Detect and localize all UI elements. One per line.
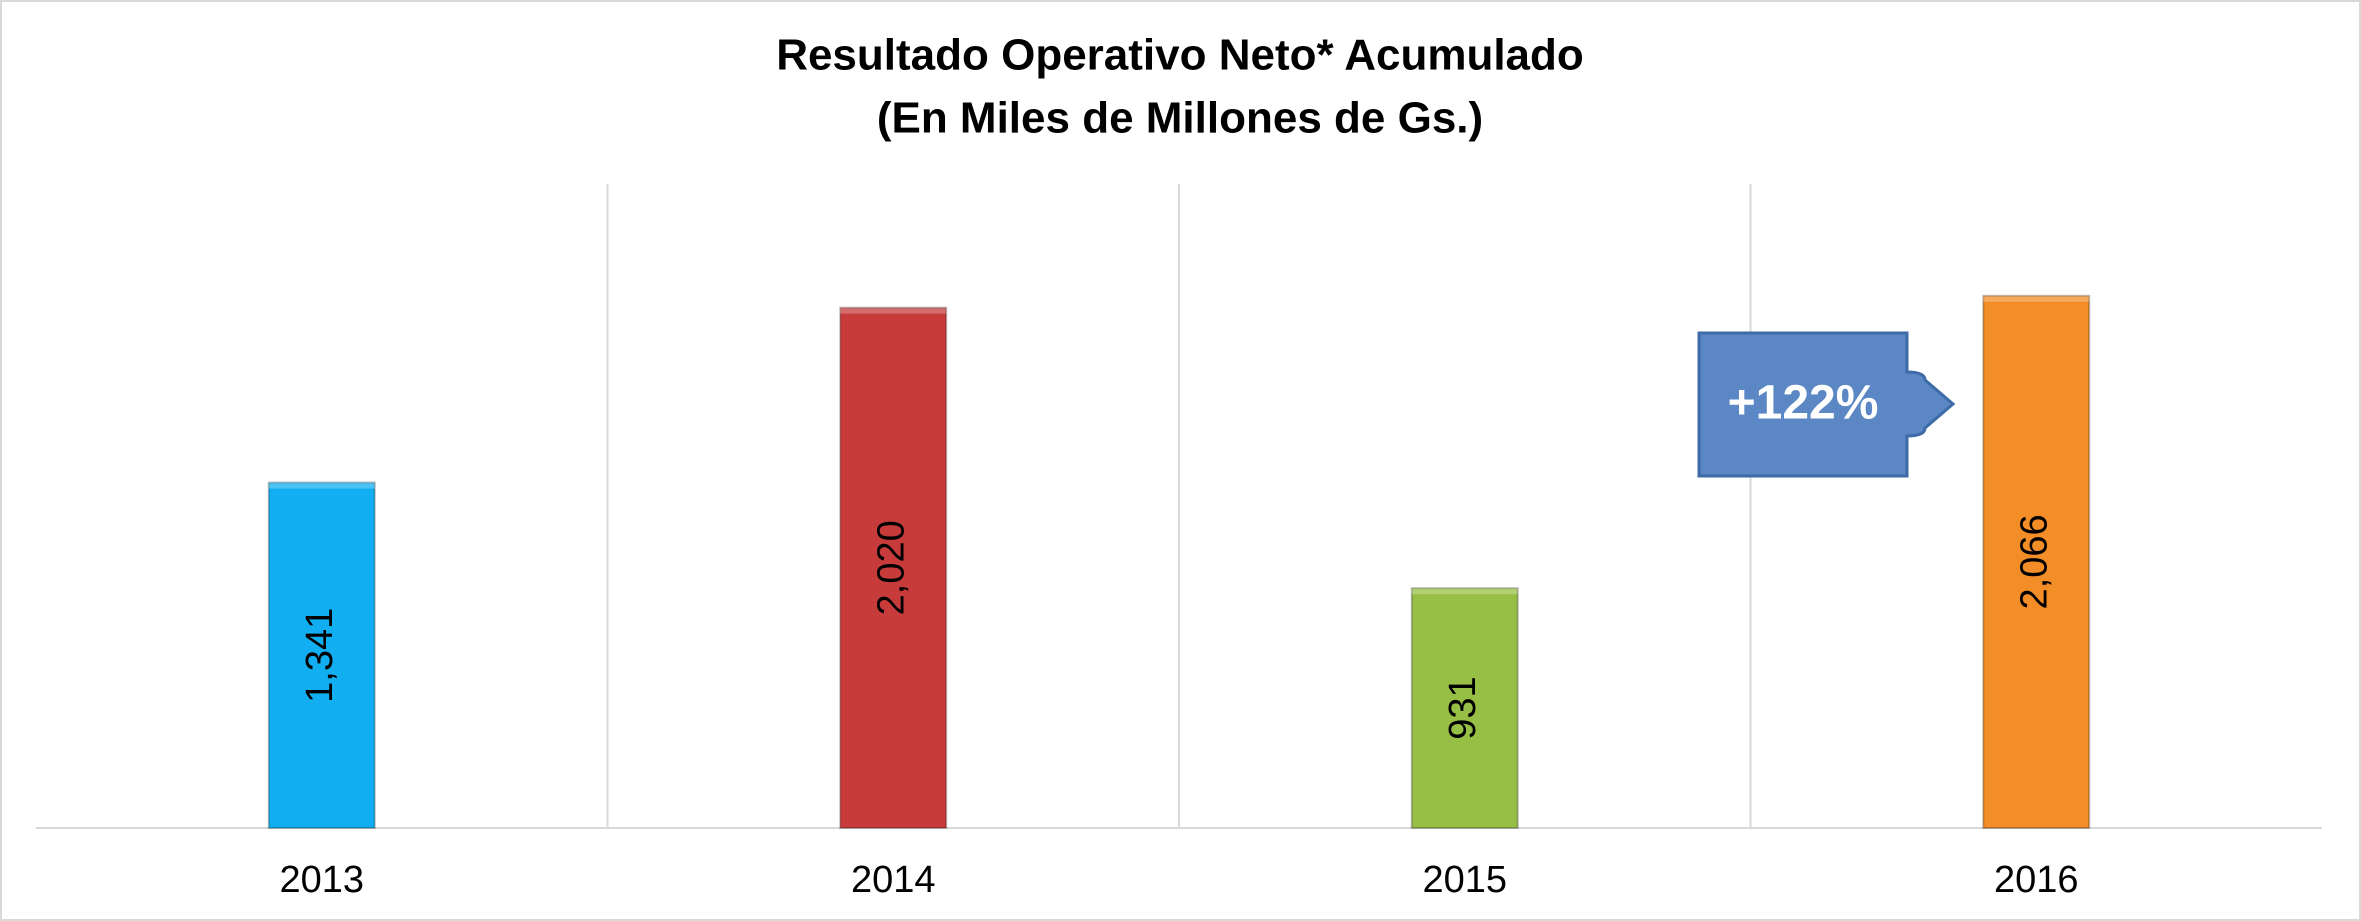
x-tick-label: 2016 bbox=[1994, 859, 2079, 901]
x-tick-label: 2015 bbox=[1422, 859, 1507, 901]
x-tick-label: 2014 bbox=[851, 859, 936, 901]
bar-highlight bbox=[268, 482, 375, 489]
annotation: +122% bbox=[1697, 331, 1956, 478]
annotation-text: +122% bbox=[1728, 377, 1879, 430]
annotation-arrow bbox=[1697, 331, 1956, 478]
bar-highlight bbox=[840, 307, 947, 314]
x-tick-label: 2013 bbox=[279, 859, 364, 901]
bar-highlight bbox=[1983, 295, 2090, 302]
chart-title: Resultado Operativo Neto* Acumulado bbox=[776, 31, 1584, 80]
bar bbox=[1982, 294, 2091, 829]
bar bbox=[839, 306, 948, 829]
value-label: 2,020 bbox=[870, 520, 912, 615]
bar-highlight bbox=[1411, 588, 1518, 595]
bar bbox=[1410, 587, 1519, 829]
chart-subtitle: (En Miles de Millones de Gs.) bbox=[877, 94, 1483, 143]
value-label: 2,066 bbox=[2013, 514, 2055, 609]
bar bbox=[267, 481, 376, 829]
value-label: 931 bbox=[1442, 676, 1484, 739]
value-label: 1,341 bbox=[299, 608, 341, 703]
